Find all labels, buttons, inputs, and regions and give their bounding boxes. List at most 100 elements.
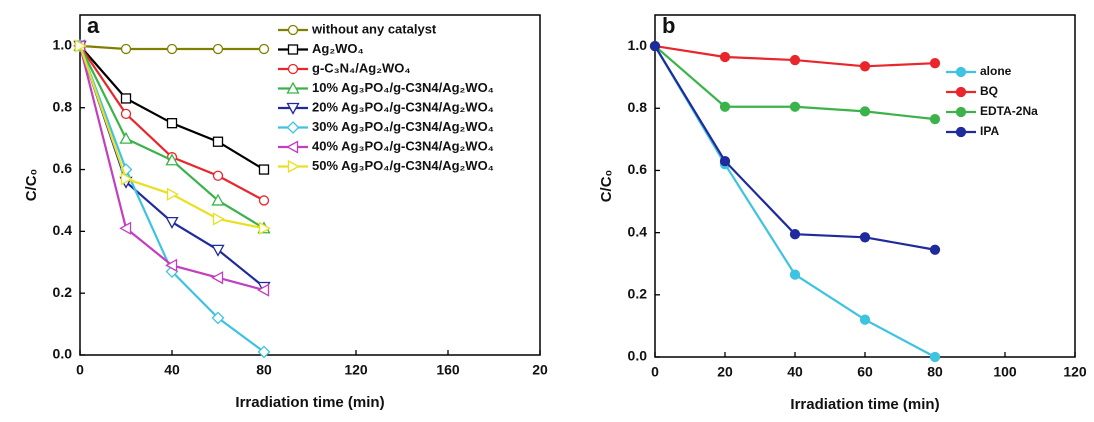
- marker: [120, 108, 132, 120]
- marker: [789, 269, 801, 280]
- x-tick-label: 80: [927, 364, 943, 380]
- legend-label: 40% Ag₃PO₄/g-C3N4/Ag₂WO₄: [312, 138, 494, 153]
- marker: [258, 195, 270, 206]
- legend-label: BQ: [980, 84, 998, 98]
- series-line: [654, 45, 936, 358]
- y-tick-label: 0.6: [628, 161, 648, 177]
- marker: [120, 43, 132, 55]
- x-tick-label: 0: [651, 364, 659, 380]
- marker: [211, 271, 224, 285]
- marker: [719, 51, 731, 63]
- marker: [929, 58, 941, 69]
- y-tick-label: 0.4: [628, 223, 648, 239]
- y-tick-label: 0.0: [628, 348, 648, 364]
- x-tick-label: 20: [717, 364, 733, 380]
- marker: [212, 136, 224, 147]
- legend-marker: [287, 159, 300, 174]
- marker: [257, 283, 270, 297]
- marker: [719, 101, 731, 112]
- legend-marker: [955, 106, 967, 118]
- series-line: [78, 45, 265, 288]
- legend-label: IPA: [980, 124, 999, 138]
- marker: [211, 244, 225, 257]
- legend-marker: [287, 44, 299, 55]
- x-tick-label: 160: [436, 362, 460, 378]
- marker: [212, 170, 224, 181]
- y-tick-label: 0.4: [53, 222, 73, 238]
- y-tick-label: 0.6: [53, 160, 73, 176]
- marker: [649, 40, 661, 52]
- x-tick-label: 40: [164, 362, 180, 378]
- x-tick-label: 80: [256, 362, 272, 378]
- y-tick-label: 1.0: [53, 37, 73, 53]
- marker: [165, 216, 179, 229]
- y-tick-label: 1.0: [628, 37, 648, 53]
- x-tick-label: 40: [787, 364, 803, 380]
- y-tick-label: 0.2: [628, 286, 648, 302]
- marker: [165, 258, 178, 272]
- legend-marker: [286, 81, 300, 94]
- marker: [211, 193, 225, 206]
- marker: [119, 221, 132, 235]
- y-tick-label: 0.8: [53, 98, 73, 114]
- legend-marker: [955, 126, 967, 138]
- plot-frame: [79, 14, 541, 356]
- marker: [258, 43, 270, 55]
- y-tick-label: 0.8: [628, 99, 648, 115]
- y-tick-label: 0.2: [53, 284, 73, 300]
- marker: [859, 232, 871, 243]
- legend-marker: [955, 86, 967, 98]
- y-tick-label: 0.0: [53, 346, 73, 362]
- marker: [119, 131, 133, 144]
- legend-label: 10% Ag₃PO₄/g-C3N4/Ag₂WO₄: [312, 80, 494, 95]
- marker: [120, 172, 133, 186]
- marker: [120, 93, 132, 104]
- marker: [212, 43, 224, 55]
- x-tick-label: 0: [76, 362, 84, 378]
- marker: [859, 314, 871, 325]
- legend-marker: [287, 24, 299, 36]
- series-line: [654, 45, 936, 251]
- marker: [859, 106, 871, 117]
- x-axis-label: Irradiation time (min): [790, 396, 939, 413]
- marker: [211, 311, 225, 325]
- legend-marker: [286, 140, 299, 154]
- legend-marker: [955, 66, 967, 78]
- legend-label: 50% Ag₃PO₄/g-C3N4/Ag₂WO₄: [312, 158, 494, 173]
- legend-label: Ag₂WO₄: [312, 41, 364, 56]
- marker: [212, 212, 225, 226]
- panel-label: b: [662, 13, 675, 38]
- legend-label: alone: [980, 64, 1012, 78]
- marker: [257, 345, 271, 359]
- legend-label: 30% Ag₃PO₄/g-C3N4/Ag₂WO₄: [312, 119, 494, 134]
- marker: [719, 155, 731, 167]
- x-axis-label: Irradiation time (min): [235, 394, 384, 411]
- legend-marker: [286, 102, 300, 115]
- marker: [258, 164, 270, 175]
- marker: [166, 43, 178, 55]
- x-tick-label: 60: [857, 364, 873, 380]
- marker: [166, 187, 179, 201]
- series-line: [78, 45, 265, 230]
- series-line: [78, 45, 265, 353]
- x-tick-label: 100: [993, 364, 1017, 380]
- x-tick-label: 20: [532, 362, 548, 378]
- marker: [258, 221, 271, 235]
- x-tick-label: 120: [1063, 364, 1087, 380]
- series-line: [78, 45, 265, 292]
- marker: [789, 54, 801, 66]
- marker: [789, 229, 801, 240]
- marker: [789, 101, 801, 112]
- legend-label: g-C₃N₄/Ag₂WO₄: [312, 60, 411, 75]
- marker: [166, 118, 178, 129]
- marker: [74, 39, 87, 53]
- series-line: [79, 45, 265, 230]
- legend-marker: [286, 121, 300, 134]
- marker: [929, 114, 941, 125]
- panel-label: a: [87, 13, 100, 38]
- marker: [859, 61, 871, 72]
- marker: [929, 244, 941, 255]
- x-tick-label: 120: [344, 362, 368, 378]
- marker: [929, 351, 941, 363]
